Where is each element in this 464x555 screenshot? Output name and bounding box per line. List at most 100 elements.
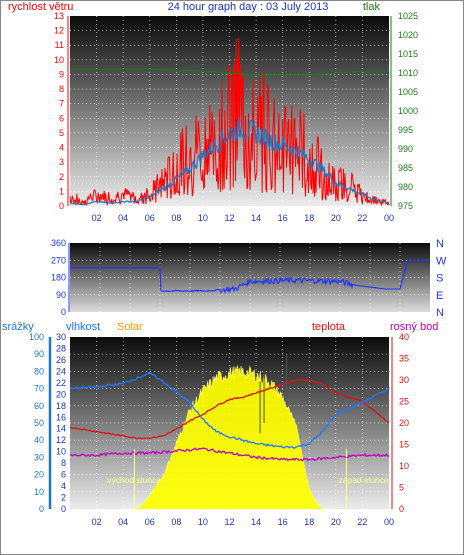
left-tick-12: 12 — [54, 26, 64, 36]
p1-x-tick-14: 14 — [251, 213, 261, 223]
right-tick-1000: 1000 — [398, 106, 418, 116]
right-tick-1025: 1025 — [398, 11, 418, 21]
rain-tick-70: 70 — [34, 384, 44, 394]
p1-x-tick-00: 00 — [384, 213, 394, 223]
p3-x-tick-18: 18 — [304, 517, 314, 527]
rain-tick-100: 100 — [29, 332, 44, 342]
left-tick-7: 7 — [59, 99, 64, 109]
temp-tick-40: 40 — [399, 332, 409, 342]
temperature-humidity-solar-panel: 0102030405060708090100024681012141618202… — [29, 332, 409, 527]
dir-tick-360: 360 — [51, 238, 66, 248]
series-line-wind — [69, 37, 390, 207]
rain-tick-20: 20 — [34, 470, 44, 480]
p1-x-tick-18: 18 — [304, 213, 314, 223]
left-tick-8: 8 — [59, 84, 64, 94]
hum-tick-4: 4 — [61, 481, 66, 491]
p3-x-tick-10: 10 — [198, 517, 208, 527]
bottom-panel-legend: srážky vlhkost Solar teplota rosný bod — [2, 321, 438, 333]
right-tick-980: 980 — [398, 182, 413, 192]
temp-tick-5: 5 — [399, 483, 404, 493]
wind-pressure-panel: 0123456789101112139759809859909951000100… — [54, 11, 418, 223]
p3-x-tick-08: 08 — [171, 517, 181, 527]
p3-x-tick-00: 00 — [384, 517, 394, 527]
series-line-dewpoint — [69, 447, 390, 462]
legend-vlhkost: vlhkost — [66, 321, 100, 333]
left-tick-5: 5 — [59, 128, 64, 138]
rain-tick-0: 0 — [39, 504, 44, 514]
left-tick-9: 9 — [59, 69, 64, 79]
temp-tick-15: 15 — [399, 440, 409, 450]
p1-x-tick-10: 10 — [198, 213, 208, 223]
hum-tick-28: 28 — [56, 343, 66, 353]
temp-tick-20: 20 — [399, 418, 409, 428]
dir-label-N-4: N — [436, 307, 444, 319]
temp-tick-35: 35 — [399, 354, 409, 364]
left-tick-13: 13 — [54, 11, 64, 21]
sunset-label: západ slunce — [338, 475, 388, 485]
p1-x-tick-12: 12 — [224, 213, 234, 223]
rain-tick-50: 50 — [34, 418, 44, 428]
hum-tick-0: 0 — [61, 504, 66, 514]
p3-x-tick-14: 14 — [251, 517, 261, 527]
top-right-axis-label: tlak — [363, 1, 381, 13]
hum-tick-14: 14 — [56, 424, 66, 434]
right-tick-975: 975 — [398, 201, 413, 211]
p1-x-tick-16: 16 — [278, 213, 288, 223]
p1-x-tick-02: 02 — [92, 213, 102, 223]
temp-tick-25: 25 — [399, 397, 409, 407]
p3-x-tick-22: 22 — [357, 517, 367, 527]
p1-x-tick-04: 04 — [118, 213, 128, 223]
series-line-direction — [70, 259, 430, 295]
series-area-solar — [129, 365, 324, 510]
p3-x-tick-12: 12 — [224, 517, 234, 527]
hum-tick-12: 12 — [56, 435, 66, 445]
series-line-humidity — [69, 371, 390, 449]
rain-tick-10: 10 — [34, 487, 44, 497]
legend-rosny-bod: rosný bod — [390, 321, 438, 333]
right-tick-1010: 1010 — [398, 68, 418, 78]
hum-tick-6: 6 — [61, 470, 66, 480]
hum-tick-8: 8 — [61, 458, 66, 468]
hum-tick-18: 18 — [56, 401, 66, 411]
temp-tick-30: 30 — [399, 375, 409, 385]
p3-x-tick-04: 04 — [118, 517, 128, 527]
dir-tick-180: 180 — [51, 273, 66, 283]
p1-x-tick-22: 22 — [357, 213, 367, 223]
legend-solar: Solar — [117, 321, 143, 333]
dir-tick-270: 270 — [51, 255, 66, 265]
dir-label-S-2: S — [436, 273, 443, 285]
hum-tick-10: 10 — [56, 447, 66, 457]
dir-tick-0: 0 — [61, 307, 66, 317]
top-left-axis-label: rychlost větru — [8, 1, 73, 13]
left-tick-2: 2 — [59, 172, 64, 182]
legend-srazky: srážky — [2, 321, 34, 333]
left-tick-3: 3 — [59, 157, 64, 167]
rain-tick-60: 60 — [34, 401, 44, 411]
p1-x-tick-08: 08 — [171, 213, 181, 223]
rain-tick-40: 40 — [34, 435, 44, 445]
p1-x-tick-06: 06 — [145, 213, 155, 223]
hum-tick-2: 2 — [61, 493, 66, 503]
right-tick-1005: 1005 — [398, 87, 418, 97]
p3-x-tick-16: 16 — [278, 517, 288, 527]
left-tick-10: 10 — [54, 55, 64, 65]
dir-tick-90: 90 — [56, 290, 66, 300]
series-line-temperature — [69, 378, 390, 440]
left-tick-1: 1 — [59, 186, 64, 196]
hum-tick-16: 16 — [56, 412, 66, 422]
hum-tick-20: 20 — [56, 389, 66, 399]
series-line-pressure — [70, 68, 389, 76]
page-title: 24 hour graph day : 03 July 2013 — [168, 1, 329, 13]
p1-x-tick-20: 20 — [331, 213, 341, 223]
dir-label-N-0: N — [436, 238, 444, 250]
legend-teplota: teplota — [312, 321, 346, 333]
right-tick-1015: 1015 — [398, 49, 418, 59]
left-tick-11: 11 — [55, 40, 64, 50]
p3-x-tick-20: 20 — [331, 517, 341, 527]
dir-label-E-3: E — [436, 290, 443, 302]
rain-tick-90: 90 — [34, 349, 44, 359]
hum-tick-30: 30 — [56, 332, 66, 342]
temp-tick-10: 10 — [399, 461, 409, 471]
